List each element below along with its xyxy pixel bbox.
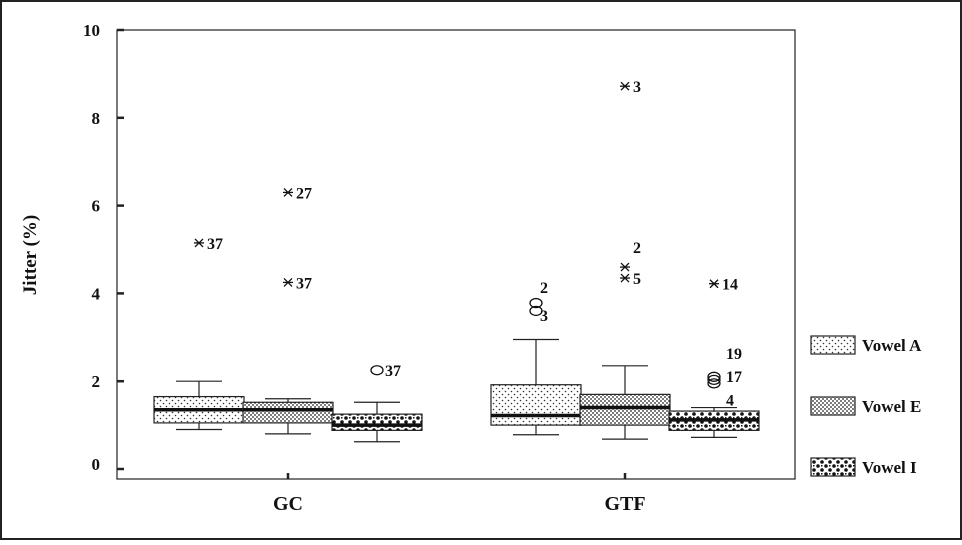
outlier-point: 3 xyxy=(620,79,641,96)
box-body xyxy=(242,401,334,424)
legend-label: Vowel A xyxy=(862,336,922,355)
outlier-label: 3 xyxy=(633,79,641,96)
y-tick-label: 2 xyxy=(92,372,101,391)
legend-label: Vowel E xyxy=(862,397,921,416)
outlier-point: 2 xyxy=(529,280,548,309)
outlier-label: 2 xyxy=(540,280,548,297)
star-marker-d2 xyxy=(709,279,719,289)
y-tick-label: 6 xyxy=(92,197,101,216)
circle-marker xyxy=(370,365,384,376)
box-vowel-a-gc xyxy=(153,380,245,431)
legend-item: Vowel A xyxy=(810,335,922,355)
legend-swatch xyxy=(810,457,856,477)
outlier-label: 3 xyxy=(540,308,548,325)
y-tick-label: 0 xyxy=(92,455,101,474)
circle-marker xyxy=(707,378,721,389)
box-vowel-e-gtf xyxy=(579,365,671,440)
circle-marker xyxy=(529,297,543,309)
star-marker-d2 xyxy=(283,187,293,197)
outlier-point: 3 xyxy=(529,305,548,325)
y-axis-title: Jitter (%) xyxy=(20,215,41,295)
y-tick-label: 4 xyxy=(92,284,101,303)
outlier-label: 37 xyxy=(207,236,223,253)
outlier-point: 17 xyxy=(707,369,742,386)
outlier-label: 19 xyxy=(726,346,742,363)
legend-item: Vowel I xyxy=(810,457,917,477)
outlier-label: 17 xyxy=(726,369,742,386)
star-marker-d2 xyxy=(620,262,630,272)
outlier-point: 5 xyxy=(620,271,641,288)
box-vowel-e-gc xyxy=(242,398,334,435)
box-vowel-a-gtf xyxy=(490,338,582,436)
legend-label: Vowel I xyxy=(862,458,917,477)
outlier-label: 37 xyxy=(296,275,312,292)
circle-marker xyxy=(707,374,721,386)
circle-marker xyxy=(529,305,543,317)
star-marker-d2 xyxy=(620,81,630,91)
outlier-label: 5 xyxy=(633,271,641,288)
legend-swatch xyxy=(810,335,856,355)
outlier-label: 27 xyxy=(296,185,312,202)
x-category-label: GC xyxy=(273,493,303,515)
box-body xyxy=(579,393,671,426)
outlier-point: 27 xyxy=(283,185,312,202)
outlier-point: 37 xyxy=(194,236,223,253)
star-marker-d2 xyxy=(194,238,204,248)
legend-swatch xyxy=(810,396,856,416)
star-marker-d2 xyxy=(283,277,293,287)
outlier-point: 19 xyxy=(707,346,742,382)
star-marker-d2 xyxy=(620,273,630,283)
outlier-point: 37 xyxy=(283,275,312,292)
outlier-point: 14 xyxy=(709,277,738,294)
outlier-point: 2 xyxy=(620,240,641,272)
outlier-label: 37 xyxy=(385,363,401,380)
box-vowel-i-gc xyxy=(331,401,423,443)
plot-frame xyxy=(116,29,796,480)
box-vowel-i-gtf xyxy=(668,406,760,438)
outlier-point: 4 xyxy=(707,378,734,409)
outlier-label: 2 xyxy=(633,240,641,257)
x-category-label: GTF xyxy=(604,493,645,515)
box-body xyxy=(490,384,582,426)
y-tick-label: 10 xyxy=(83,21,100,40)
outlier-point: 37 xyxy=(370,363,401,380)
circle-marker xyxy=(707,371,721,382)
legend-item: Vowel E xyxy=(810,396,921,416)
y-tick-label: 8 xyxy=(92,109,101,128)
outlier-label: 14 xyxy=(722,277,738,294)
box-body xyxy=(331,413,423,431)
outlier-label: 4 xyxy=(726,392,734,409)
